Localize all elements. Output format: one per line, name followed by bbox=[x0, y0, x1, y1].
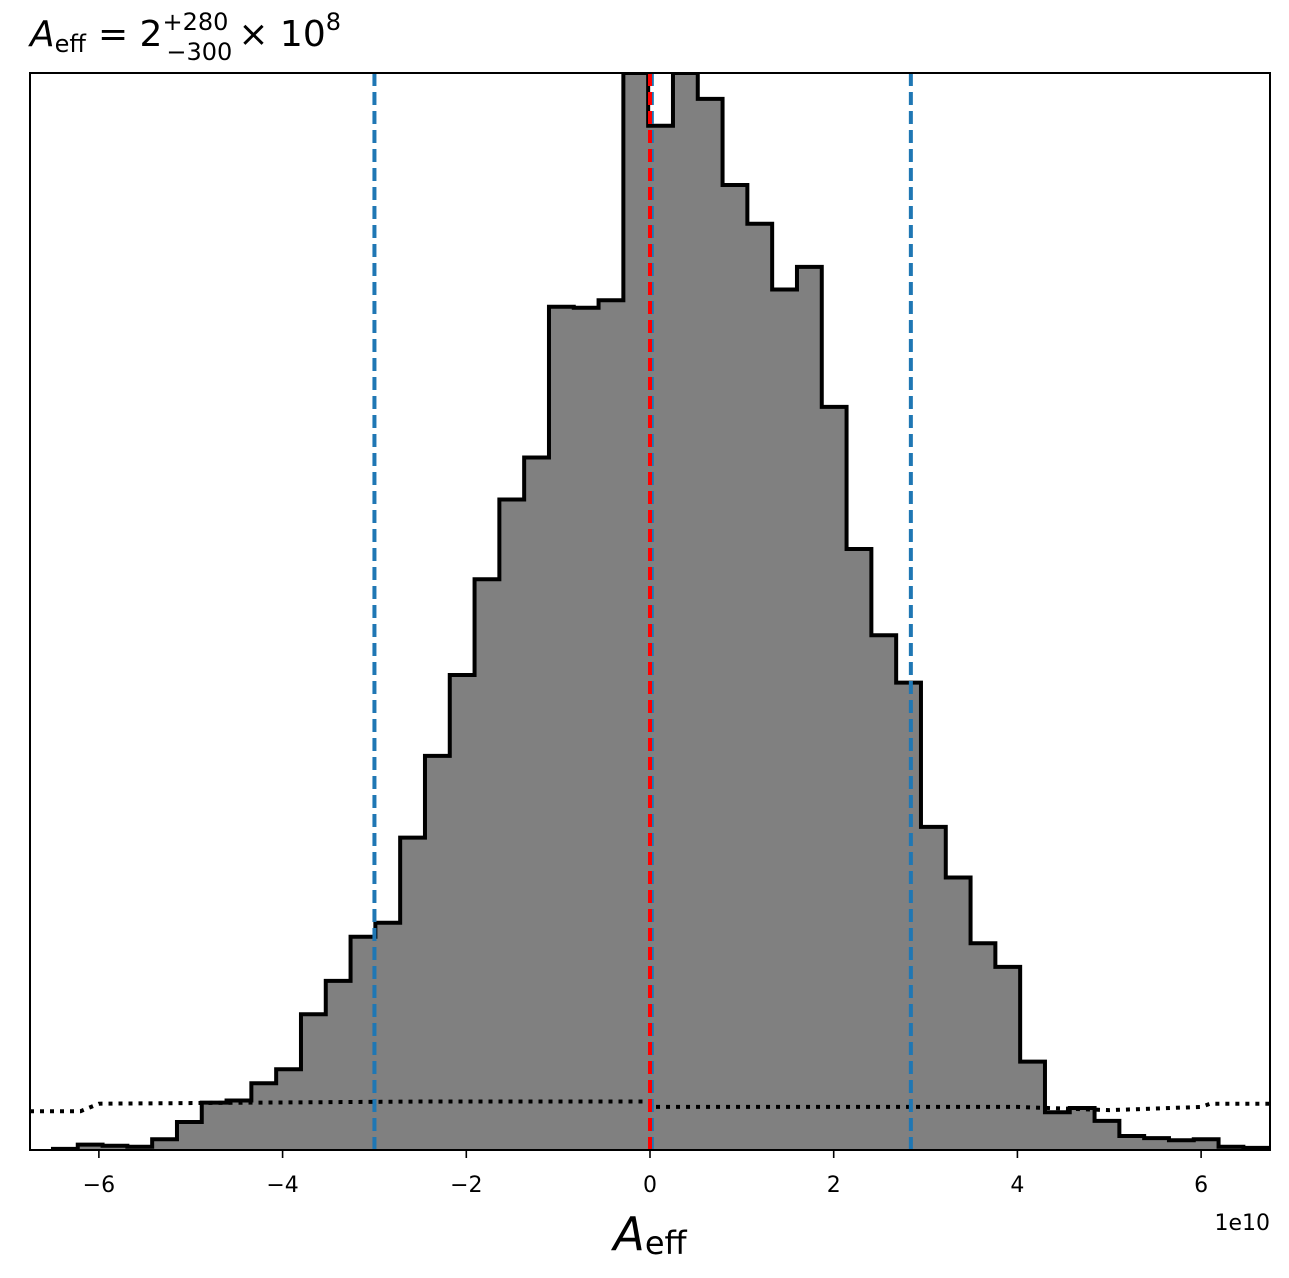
histogram-bar bbox=[449, 675, 476, 1150]
histogram-bar bbox=[474, 579, 500, 1150]
histogram-bar bbox=[896, 682, 922, 1150]
prior-line bbox=[30, 1099, 1270, 1114]
histogram-bar bbox=[524, 457, 550, 1150]
x-tick-label: −4 bbox=[266, 1173, 298, 1198]
histogram-bar bbox=[375, 922, 401, 1150]
histogram-bar bbox=[1193, 1139, 1220, 1150]
histogram-bar bbox=[350, 936, 376, 1150]
histogram-bar bbox=[201, 1102, 228, 1150]
histogram-bar bbox=[300, 1014, 327, 1150]
histogram-bar bbox=[1094, 1120, 1120, 1150]
histogram-bar bbox=[648, 125, 674, 1150]
histogram-bar bbox=[821, 406, 848, 1150]
histogram-bar bbox=[747, 223, 773, 1150]
title-symbol: A bbox=[28, 14, 55, 55]
histogram-bar bbox=[176, 1121, 203, 1150]
histogram-bar bbox=[1144, 1138, 1170, 1150]
x-tick-label: 0 bbox=[643, 1173, 657, 1198]
title-lower: −300 bbox=[166, 38, 232, 66]
x-tick-label: −6 bbox=[83, 1173, 115, 1198]
x-tick-label: 4 bbox=[1010, 1173, 1024, 1198]
histogram-bar bbox=[152, 1139, 178, 1150]
histogram-bar bbox=[672, 73, 699, 1150]
x-tick-label: 6 bbox=[1194, 1173, 1208, 1198]
histogram-bar bbox=[697, 98, 724, 1150]
histogram-bar bbox=[772, 289, 798, 1150]
histogram-bar bbox=[1069, 1107, 1096, 1150]
histogram-bar bbox=[846, 549, 872, 1150]
histogram-bar bbox=[722, 185, 748, 1150]
histogram-bar bbox=[400, 837, 426, 1150]
x-tick-label: 2 bbox=[827, 1173, 841, 1198]
histogram-bar bbox=[796, 266, 823, 1150]
histogram-bar bbox=[945, 877, 972, 1150]
chart-title: Aeff = 2+280 −300 × 108 bbox=[28, 8, 341, 66]
histogram-bar bbox=[573, 307, 600, 1150]
x-axis-ticks: −6 −4 −2 0 2 4 6 bbox=[83, 1150, 1208, 1198]
histogram-bar bbox=[871, 635, 897, 1150]
title-subscript: eff bbox=[55, 30, 87, 58]
histogram-bar bbox=[276, 1069, 302, 1150]
histogram-bar bbox=[598, 300, 624, 1150]
x-tick-label: −2 bbox=[450, 1173, 482, 1198]
histogram-bar bbox=[77, 1144, 104, 1150]
histogram-bar bbox=[424, 755, 451, 1150]
xlabel-symbol: A bbox=[610, 1207, 644, 1261]
x-axis-label: Aeff bbox=[610, 1207, 687, 1262]
histogram-bar bbox=[623, 73, 649, 1150]
histogram-bar bbox=[499, 499, 525, 1150]
histogram-bar bbox=[995, 966, 1021, 1150]
histogram-bar bbox=[1119, 1135, 1145, 1150]
histogram-bar bbox=[548, 306, 575, 1150]
histogram-bar bbox=[1168, 1140, 1195, 1150]
histogram-bar bbox=[226, 1100, 252, 1150]
title-exponent: 8 bbox=[326, 8, 341, 36]
x-multiplier-label: 1e10 bbox=[1214, 1211, 1270, 1236]
histogram-bar bbox=[325, 980, 352, 1150]
title-times: × 10 bbox=[238, 14, 325, 55]
histogram-bar bbox=[251, 1083, 277, 1150]
title-upper: +280 bbox=[162, 8, 228, 36]
xlabel-subscript: eff bbox=[645, 1224, 688, 1262]
title-equals: = 2 bbox=[98, 14, 163, 55]
histogram-bar bbox=[920, 826, 947, 1150]
histogram-bar bbox=[970, 943, 996, 1150]
histogram-bar bbox=[1044, 1112, 1071, 1150]
histogram-bar bbox=[102, 1145, 128, 1150]
histogram-bar bbox=[1020, 1061, 1046, 1150]
plot-area bbox=[30, 73, 1270, 1150]
